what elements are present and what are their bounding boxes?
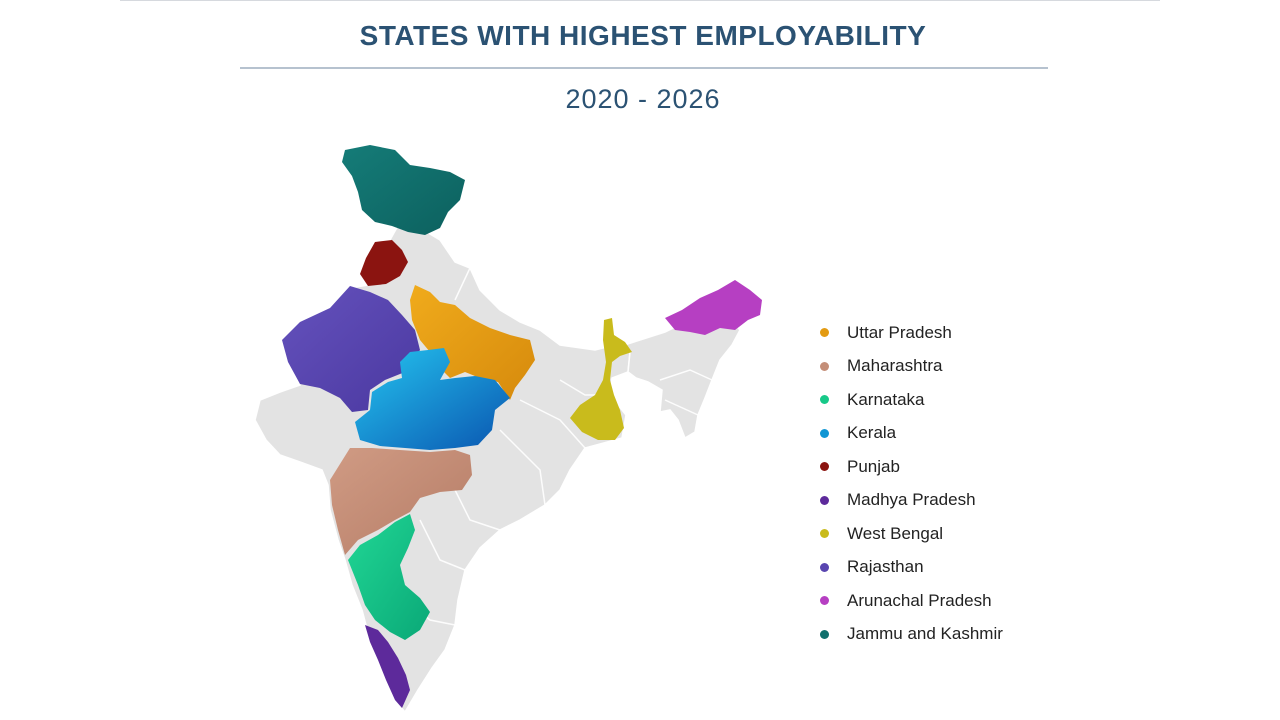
- legend-label: Rajasthan: [847, 557, 924, 577]
- legend-item: Jammu and Kashmir: [820, 618, 1080, 652]
- legend-item: Madhya Pradesh: [820, 484, 1080, 518]
- legend-item: Arunachal Pradesh: [820, 584, 1080, 618]
- state-kerala: [365, 625, 410, 708]
- legend-dot: [820, 629, 829, 639]
- legend-dot: [820, 328, 829, 338]
- legend-dot: [820, 495, 829, 505]
- top-divider: [120, 0, 1160, 1]
- legend-label: Kerala: [847, 423, 897, 443]
- legend-item: Karnataka: [820, 383, 1080, 417]
- legend-label: Arunachal Pradesh: [847, 590, 992, 610]
- title-divider: [240, 67, 1048, 69]
- legend-dot: [820, 428, 829, 438]
- state-uttar-pradesh: [410, 285, 535, 400]
- legend-dot: [820, 562, 829, 572]
- legend-dot: [820, 462, 829, 472]
- legend-item: Kerala: [820, 417, 1080, 451]
- state-maharashtra: [330, 448, 472, 555]
- legend-dot: [820, 361, 829, 371]
- legend-dot: [820, 596, 829, 606]
- page-subtitle: 2020 - 2026: [565, 84, 721, 114]
- legend-label: Madhya Pradesh: [847, 490, 976, 510]
- state-rajasthan: [282, 286, 420, 412]
- legend-item: Rajasthan: [820, 551, 1080, 585]
- map-legend: Uttar Pradesh Maharashtra Karnataka Kera…: [820, 316, 1080, 651]
- page-title: STATES WITH HIGHEST EMPLOYABILITY: [359, 20, 927, 51]
- state-arunachal-pradesh: [665, 280, 762, 335]
- state-karnataka: [348, 514, 430, 640]
- legend-label: Uttar Pradesh: [847, 322, 952, 342]
- legend-dot: [820, 395, 829, 405]
- state-west-bengal: [570, 318, 632, 440]
- legend-item: Uttar Pradesh: [820, 316, 1080, 350]
- legend-label: Jammu and Kashmir: [847, 624, 1003, 644]
- legend-dot: [820, 529, 829, 539]
- legend-label: Karnataka: [847, 389, 925, 409]
- legend-item: Punjab: [820, 450, 1080, 484]
- state-madhya-pradesh: [355, 348, 510, 450]
- legend-label: Maharashtra: [847, 356, 943, 376]
- legend-item: Maharashtra: [820, 350, 1080, 384]
- legend-label: West Bengal: [847, 523, 944, 543]
- state-jammu-and-kashmir: [342, 145, 465, 235]
- state-punjab: [360, 240, 408, 286]
- legend-item: West Bengal: [820, 517, 1080, 551]
- northeast-region: [612, 317, 741, 440]
- legend-label: Punjab: [847, 456, 900, 476]
